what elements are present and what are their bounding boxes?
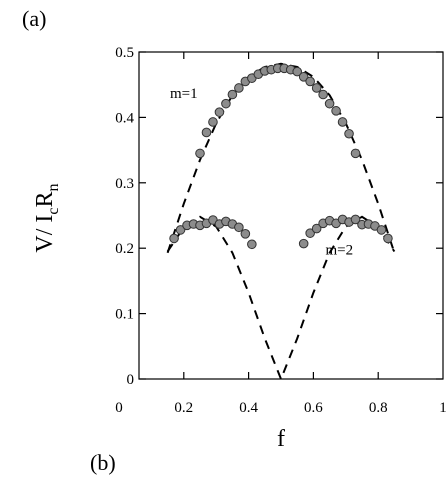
x-tick-label: 1 [439,400,447,416]
data-point [235,223,244,232]
data-point [222,99,231,108]
y-axis-title-sub2: n [45,183,62,191]
x-tick-label: 0 [115,400,123,416]
x-tick-labels: 0 0.2 0.4 0.6 0.8 1 [115,400,447,416]
x-tick-label: 0.8 [369,400,388,416]
data-point [325,99,334,108]
data-point [228,90,237,99]
data-point [338,118,347,127]
x-tick-label: 0.4 [239,400,258,416]
y-tick-label: 0.3 [115,176,134,192]
data-point [351,149,360,158]
y-tick-label: 0.2 [115,241,134,257]
data-point [170,234,179,243]
series-annotation: m=2 [325,243,353,259]
dashed-curve [168,217,395,379]
y-axis-title-mid: R [32,191,58,207]
data-markers [170,64,392,249]
data-point [332,107,341,116]
data-point [235,84,244,93]
panel-label-a: (a) [22,6,46,31]
y-tick-label: 0.5 [115,45,134,61]
panel-label-b: (b) [90,450,116,475]
y-tick-label: 0.1 [115,307,134,323]
data-point [209,118,218,127]
data-point [299,239,308,248]
data-point [345,129,354,138]
data-point [215,108,224,117]
data-point [306,77,315,86]
data-point [241,230,250,239]
series-annotation: m=1 [170,86,198,102]
y-axis-title-sub1: c [45,207,62,214]
y-axis-title-base: V/ I [32,215,58,253]
y-tick-label: 0.4 [115,110,134,126]
x-axis-title: f [277,426,285,452]
y-tick-label: 0 [127,372,135,388]
data-point [377,226,386,235]
y-axis-title: V/ IcRn [32,183,62,252]
annotations: m=1 m=2 [170,86,353,259]
y-tick-labels: 0 0.1 0.2 0.3 0.4 0.5 [115,45,134,388]
data-point [312,84,321,93]
data-point [202,128,211,137]
data-point [319,90,328,99]
data-point [248,240,257,249]
data-point [196,149,205,158]
x-tick-label: 0.2 [174,400,193,416]
x-tick-label: 0.6 [304,400,323,416]
data-point [384,234,393,243]
